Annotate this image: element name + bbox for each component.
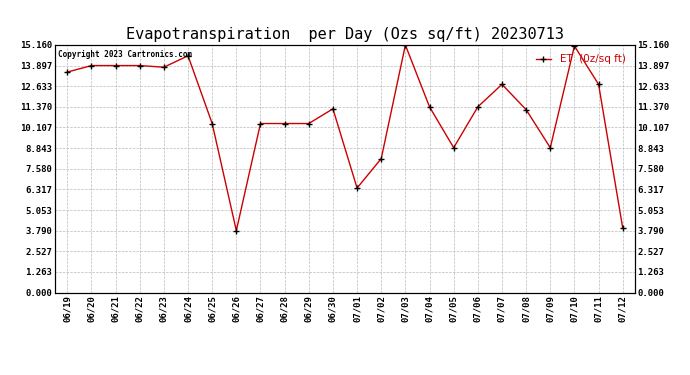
ET  (0z/sq ft)	[208, 121, 217, 126]
ET  (0z/sq ft)	[184, 54, 192, 58]
ET  (0z/sq ft)	[377, 156, 385, 161]
ET  (0z/sq ft)	[232, 228, 240, 233]
ET  (0z/sq ft)	[328, 106, 337, 111]
Title: Evapotranspiration  per Day (Ozs sq/ft) 20230713: Evapotranspiration per Day (Ozs sq/ft) 2…	[126, 27, 564, 42]
ET  (0z/sq ft)	[425, 105, 433, 109]
ET  (0z/sq ft)	[304, 121, 313, 126]
Line: ET  (0z/sq ft): ET (0z/sq ft)	[63, 42, 627, 234]
ET  (0z/sq ft)	[353, 186, 362, 190]
ET  (0z/sq ft)	[257, 121, 265, 126]
ET  (0z/sq ft)	[112, 63, 120, 68]
Text: Copyright 2023 Cartronics.com: Copyright 2023 Cartronics.com	[58, 50, 193, 59]
ET  (0z/sq ft)	[63, 70, 72, 74]
ET  (0z/sq ft)	[618, 226, 627, 230]
ET  (0z/sq ft)	[450, 146, 458, 150]
ET  (0z/sq ft)	[498, 82, 506, 87]
ET  (0z/sq ft)	[402, 43, 410, 47]
ET  (0z/sq ft)	[473, 105, 482, 109]
ET  (0z/sq ft)	[522, 107, 530, 112]
ET  (0z/sq ft)	[135, 63, 144, 68]
ET  (0z/sq ft)	[546, 146, 555, 150]
ET  (0z/sq ft)	[570, 44, 578, 48]
Legend: ET  (0z/sq ft): ET (0z/sq ft)	[531, 50, 629, 69]
ET  (0z/sq ft)	[594, 82, 603, 87]
ET  (0z/sq ft)	[160, 65, 168, 69]
ET  (0z/sq ft)	[280, 121, 288, 126]
ET  (0z/sq ft)	[87, 63, 95, 68]
